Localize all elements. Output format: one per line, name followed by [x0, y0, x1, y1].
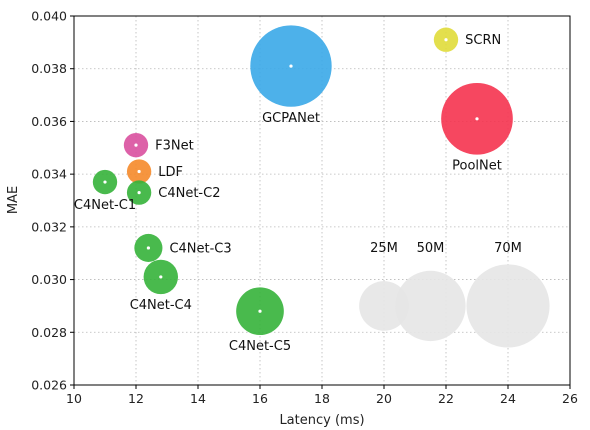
label-f3net: F3Net [155, 139, 194, 154]
x-tick-label: 10 [66, 391, 82, 406]
bubble-center-marker [134, 143, 138, 147]
label-c4net-c3: C4Net-C3 [169, 241, 231, 256]
y-tick-label: 0.028 [31, 325, 67, 340]
label-c4net-c5: C4Net-C5 [229, 339, 291, 354]
bubble-center-marker [137, 190, 141, 195]
size-legend-label-25m: 25M [370, 241, 398, 256]
bubble-center-marker [475, 117, 479, 121]
bubble-center-marker [159, 275, 163, 279]
x-tick-label: 16 [252, 391, 268, 406]
y-tick-label: 0.030 [31, 272, 67, 287]
label-c4net-c1: C4Net-C1 [74, 198, 136, 213]
y-tick-label: 0.026 [31, 378, 67, 393]
x-tick-label: 24 [500, 391, 516, 406]
bubble-center-marker [103, 180, 107, 184]
y-tick-label: 0.032 [31, 219, 67, 234]
x-axis-title: Latency (ms) [279, 413, 364, 428]
size-legend-label-70m: 70M [494, 241, 522, 256]
size-legend-bubble-70m [466, 264, 550, 348]
y-tick-label: 0.036 [31, 114, 67, 129]
size-legend-bubble-50m [395, 270, 466, 342]
x-tick-label: 26 [562, 391, 578, 406]
axis-ticks: 10 12 14 16 18 20 22 24 26 0.026 0.028 0.030 0.032 0.… [31, 9, 578, 407]
x-tick-label: 12 [128, 391, 144, 406]
x-tick-label: 18 [314, 391, 330, 406]
x-tick-label: 20 [376, 391, 392, 406]
label-c4net-c2: C4Net-C2 [158, 186, 220, 201]
bubble-center-marker [444, 38, 448, 42]
label-gcpanet: GCPANet [262, 111, 320, 126]
data-points [92, 25, 513, 336]
bubble-center-marker [289, 64, 293, 68]
label-scrn: SCRN [465, 33, 501, 48]
x-tick-label: 14 [190, 391, 206, 406]
label-ldf: LDF [158, 165, 183, 180]
size-legend-bubble-25m [359, 281, 409, 331]
size-legend: 25M 50M 70M [359, 241, 550, 348]
bubble-center-marker [258, 309, 262, 313]
bubble-center-marker [146, 246, 150, 250]
y-tick-label: 0.034 [31, 167, 67, 182]
label-c4net-c4: C4Net-C4 [130, 298, 192, 313]
x-tick-label: 22 [438, 391, 454, 406]
y-tick-label: 0.040 [31, 9, 67, 24]
point-labels: GCPANet SCRN PoolNet F3Net LDF C4Net-C1 C4Net-… [74, 33, 502, 354]
y-axis-title: MAE [6, 186, 21, 214]
y-tick-label: 0.038 [31, 61, 67, 76]
label-poolnet: PoolNet [452, 159, 502, 174]
size-legend-label-50m: 50M [417, 241, 445, 256]
bubble-center-marker [137, 169, 141, 174]
